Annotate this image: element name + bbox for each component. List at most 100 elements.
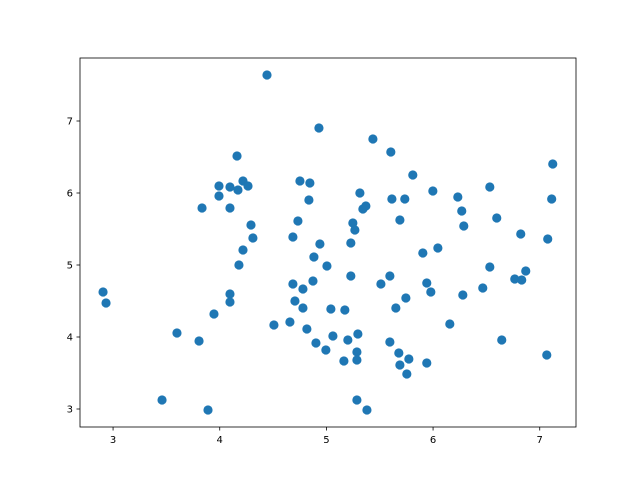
x-tick-label: 7 xyxy=(537,435,543,446)
y-tick-label: 3 xyxy=(67,405,73,416)
data-point xyxy=(326,304,336,314)
data-point xyxy=(285,317,295,327)
points-layer xyxy=(98,70,558,415)
data-point xyxy=(238,245,248,255)
data-point xyxy=(225,182,235,192)
data-point xyxy=(203,405,213,415)
data-point xyxy=(385,271,395,281)
data-point xyxy=(422,358,432,368)
data-point xyxy=(453,192,463,202)
data-point xyxy=(548,159,558,169)
axes-frame xyxy=(79,57,577,428)
data-point xyxy=(521,266,531,276)
data-point xyxy=(288,232,298,242)
data-point xyxy=(290,296,300,306)
data-point xyxy=(492,213,502,223)
x-tick-label: 3 xyxy=(110,435,116,446)
data-point xyxy=(172,328,182,338)
data-point xyxy=(368,134,378,144)
data-point xyxy=(516,229,526,239)
data-point xyxy=(209,309,219,319)
data-point xyxy=(194,336,204,346)
x-tick-label: 6 xyxy=(430,435,436,446)
data-point xyxy=(246,220,256,230)
data-point xyxy=(340,305,350,315)
data-point xyxy=(269,320,279,330)
data-point xyxy=(386,147,396,157)
data-point xyxy=(361,201,371,211)
data-point xyxy=(214,181,224,191)
data-point xyxy=(308,276,318,286)
y-tick-label: 6 xyxy=(67,189,73,200)
data-point xyxy=(346,271,356,281)
x-axis: 3 4 5 6 7 xyxy=(110,427,543,446)
x-tick-label: 4 xyxy=(217,435,223,446)
data-point xyxy=(394,348,404,358)
data-point xyxy=(328,331,338,341)
data-point xyxy=(98,287,108,297)
data-point xyxy=(547,194,557,204)
data-point xyxy=(355,188,365,198)
data-point xyxy=(352,355,362,365)
data-point xyxy=(350,225,360,235)
data-point xyxy=(352,347,362,357)
data-point xyxy=(457,206,467,216)
data-point xyxy=(157,395,167,405)
data-point xyxy=(233,185,243,195)
data-point xyxy=(485,182,495,192)
data-point xyxy=(232,151,242,161)
data-point xyxy=(288,279,298,289)
data-point xyxy=(262,70,272,80)
data-point xyxy=(391,303,401,313)
data-point xyxy=(510,274,520,284)
y-axis: 3 4 5 6 7 xyxy=(67,117,80,416)
data-point xyxy=(298,303,308,313)
data-point xyxy=(478,283,488,293)
data-point xyxy=(395,215,405,225)
data-point xyxy=(426,287,436,297)
data-point xyxy=(304,195,314,205)
data-point xyxy=(542,350,552,360)
data-point xyxy=(311,338,321,348)
data-point xyxy=(298,284,308,294)
data-point xyxy=(293,216,303,226)
data-point xyxy=(497,335,507,345)
data-point xyxy=(458,290,468,300)
data-point xyxy=(295,176,305,186)
data-point xyxy=(302,324,312,334)
data-point xyxy=(321,345,331,355)
data-point xyxy=(408,170,418,180)
data-point xyxy=(197,203,207,213)
data-point xyxy=(322,261,332,271)
data-point xyxy=(402,369,412,379)
data-point xyxy=(225,289,235,299)
data-point xyxy=(214,191,224,201)
data-point xyxy=(445,319,455,329)
data-point xyxy=(315,239,325,249)
data-point xyxy=(248,233,258,243)
data-point xyxy=(433,243,443,253)
data-point xyxy=(376,279,386,289)
data-point xyxy=(543,234,553,244)
y-tick-label: 5 xyxy=(67,261,73,272)
data-point xyxy=(400,194,410,204)
data-point xyxy=(395,360,405,370)
y-tick-label: 4 xyxy=(67,333,73,344)
data-point xyxy=(305,178,315,188)
y-tick-label: 7 xyxy=(67,117,73,128)
data-point xyxy=(352,395,362,405)
data-point xyxy=(343,335,353,345)
data-point xyxy=(418,248,428,258)
data-point xyxy=(243,181,253,191)
data-point xyxy=(517,275,527,285)
data-point xyxy=(485,262,495,272)
data-point xyxy=(401,293,411,303)
data-point xyxy=(348,218,358,228)
data-point xyxy=(309,252,319,262)
data-point xyxy=(387,194,397,204)
data-point xyxy=(404,354,414,364)
data-point xyxy=(101,298,111,308)
data-point xyxy=(225,203,235,213)
data-point xyxy=(362,405,372,415)
